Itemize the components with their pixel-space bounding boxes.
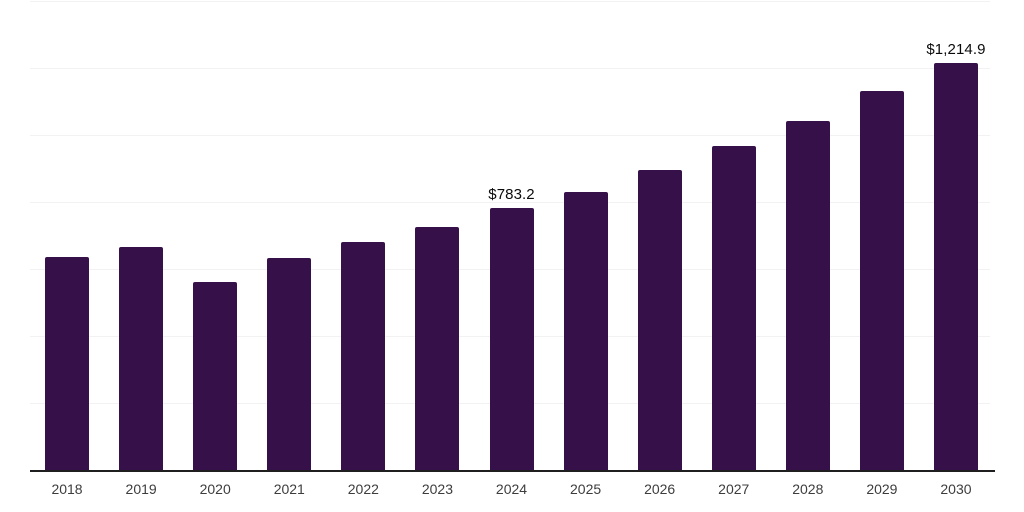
x-tick-label-2028: 2028	[792, 481, 824, 497]
bar-slot-2026	[623, 1, 697, 470]
x-tick-label-2026: 2026	[644, 481, 676, 497]
x-tick-label-2024: 2024	[495, 481, 528, 497]
x-tick-label-2018: 2018	[51, 481, 83, 497]
bar-slot-2023	[400, 1, 474, 470]
bar-slot-2018	[30, 1, 104, 470]
bar-2027	[711, 146, 756, 470]
bar-slot-2028	[771, 1, 845, 470]
x-tick-label-2030: 2030	[940, 481, 972, 497]
x-tick-label-2023: 2023	[421, 481, 453, 497]
gridline	[30, 1, 990, 2]
bar-2021	[267, 257, 312, 470]
bar-2026	[637, 169, 682, 470]
bar-slot-2030: $1,214.9	[919, 1, 993, 470]
bar-2020	[193, 282, 238, 470]
bar-2022	[341, 241, 386, 470]
x-tick-label-2019: 2019	[125, 481, 157, 497]
gridline	[30, 135, 990, 136]
bar-2030	[933, 63, 978, 470]
bar-2023	[415, 226, 460, 470]
x-tick-label-2025: 2025	[570, 481, 602, 497]
x-axis-tick-labels: 2018 2019 2020 2021 2022 2023 2024 2025 2026 2027…	[30, 481, 993, 497]
bar-slot-2025	[549, 1, 623, 470]
x-tick-label-2029: 2029	[866, 481, 898, 497]
bar-value-label-2024: $783.2	[488, 185, 535, 203]
bar-2029	[859, 91, 904, 470]
bar-value-label-2030: $1,214.9	[926, 41, 986, 59]
x-tick-label-2027: 2027	[718, 481, 750, 497]
x-tick-label-2020: 2020	[199, 481, 231, 497]
x-tick-label-2022: 2022	[347, 481, 379, 497]
bars-row: $783.2 $1,214.9	[30, 1, 993, 470]
bar-slot-2019	[104, 1, 178, 470]
gridline	[30, 68, 990, 69]
bar-2028	[785, 121, 830, 470]
bar-slot-2022	[326, 1, 400, 470]
bar-slot-2029	[845, 1, 919, 470]
bar-slot-2027	[697, 1, 771, 470]
bar-slot-2021	[252, 1, 326, 470]
bar-slot-2024: $783.2	[474, 1, 548, 470]
gridline	[30, 202, 990, 203]
x-axis-line	[30, 470, 995, 472]
bar-2018	[45, 256, 90, 470]
bar-2024	[489, 207, 534, 470]
x-tick-label-2021: 2021	[273, 481, 305, 497]
plot-area: $783.2 $1,214.9	[30, 1, 993, 470]
bar-2019	[119, 246, 164, 470]
bar-slot-2020	[178, 1, 252, 470]
bar-2025	[563, 191, 608, 470]
